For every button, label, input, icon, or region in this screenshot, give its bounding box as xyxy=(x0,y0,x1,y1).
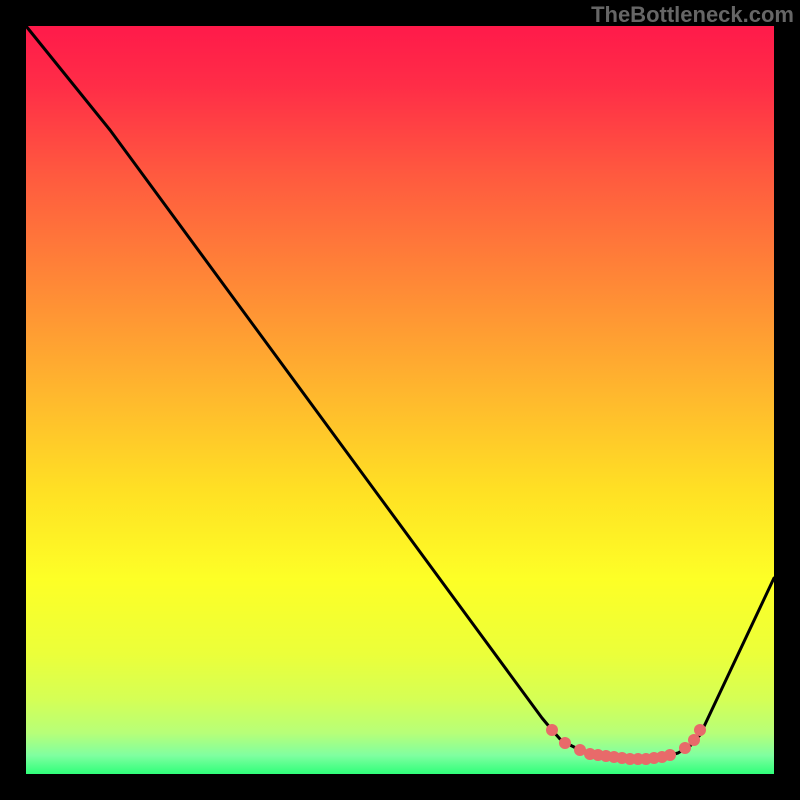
curve-marker xyxy=(688,734,700,746)
chart-container: TheBottleneck.com xyxy=(0,0,800,800)
chart-svg xyxy=(0,0,800,800)
curve-marker xyxy=(559,737,571,749)
curve-marker xyxy=(664,749,676,761)
curve-marker xyxy=(694,724,706,736)
watermark-text: TheBottleneck.com xyxy=(591,2,794,28)
curve-marker xyxy=(679,742,691,754)
curve-marker xyxy=(546,724,558,736)
plot-gradient-rect xyxy=(26,26,774,774)
